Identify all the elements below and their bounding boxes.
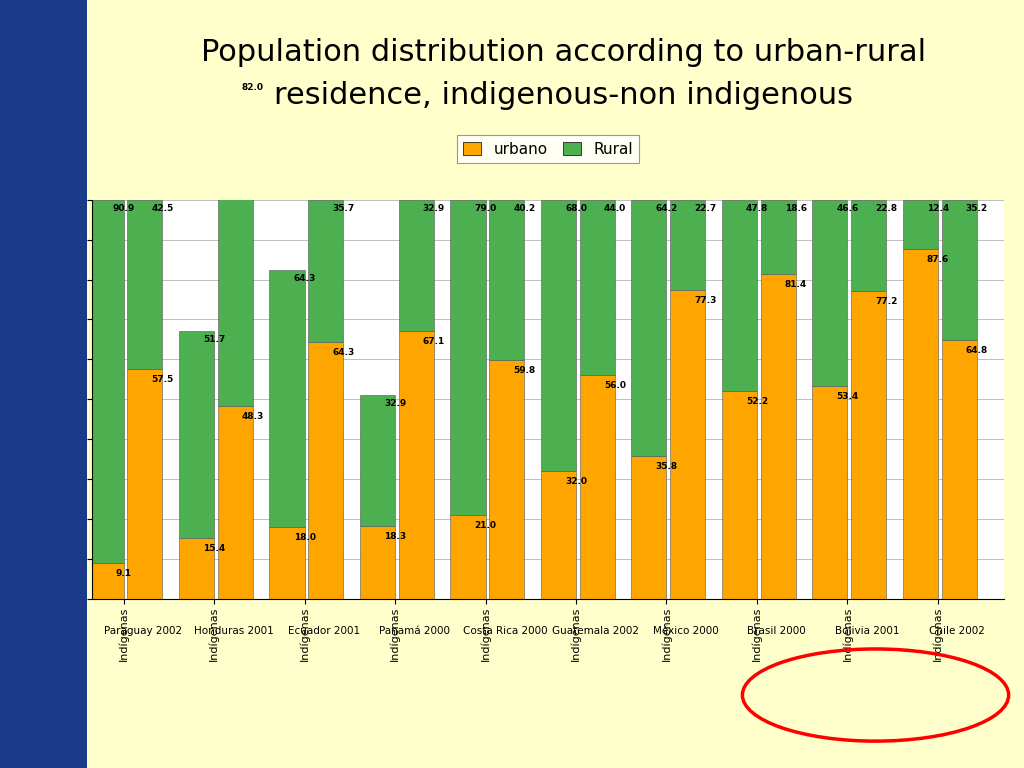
Bar <box>722 200 757 391</box>
Text: 56.0: 56.0 <box>604 382 626 390</box>
Text: 77.2: 77.2 <box>876 296 897 306</box>
Bar <box>398 200 434 331</box>
Bar <box>398 331 434 599</box>
Bar <box>359 395 395 526</box>
Bar <box>541 200 577 472</box>
Text: Honduras 2001: Honduras 2001 <box>194 626 273 636</box>
Text: 18.3: 18.3 <box>384 532 407 541</box>
Text: Chile 2002: Chile 2002 <box>930 626 985 636</box>
Bar <box>812 386 848 599</box>
Text: 64.2: 64.2 <box>655 204 678 213</box>
Text: 18.0: 18.0 <box>294 533 315 542</box>
Bar <box>942 340 977 599</box>
Bar <box>218 406 253 599</box>
Text: Bolivia 2001: Bolivia 2001 <box>835 626 899 636</box>
Text: 52.2: 52.2 <box>745 396 768 406</box>
Text: 9.1: 9.1 <box>116 568 131 578</box>
Text: 21.0: 21.0 <box>474 521 497 530</box>
Bar <box>179 538 214 599</box>
Text: 67.1: 67.1 <box>423 337 445 346</box>
Bar <box>632 456 667 599</box>
Bar <box>903 200 938 249</box>
Bar <box>269 270 304 527</box>
Text: 40.2: 40.2 <box>513 204 536 213</box>
Bar <box>942 200 977 340</box>
Bar <box>179 331 214 538</box>
Bar <box>670 290 706 599</box>
Text: 77.3: 77.3 <box>694 296 717 306</box>
Text: Paraguay 2002: Paraguay 2002 <box>103 626 182 636</box>
Text: 82.0: 82.0 <box>242 83 264 91</box>
Bar <box>580 200 614 376</box>
Text: 64.3: 64.3 <box>294 274 315 283</box>
Bar <box>127 369 163 599</box>
Text: 90.9: 90.9 <box>113 204 135 213</box>
Text: 51.7: 51.7 <box>203 335 225 344</box>
Text: 35.8: 35.8 <box>655 462 678 471</box>
Bar <box>308 200 343 343</box>
Text: 35.2: 35.2 <box>966 204 988 213</box>
Bar <box>359 526 395 599</box>
Text: 64.3: 64.3 <box>332 348 354 357</box>
Text: México 2000: México 2000 <box>653 626 719 636</box>
Bar <box>88 563 124 599</box>
Bar <box>851 291 886 599</box>
Text: residence, indigenous-non indigenous: residence, indigenous-non indigenous <box>273 81 853 110</box>
Text: 59.8: 59.8 <box>513 366 536 376</box>
Bar <box>722 391 757 599</box>
Bar <box>127 200 163 369</box>
Text: 12.4: 12.4 <box>927 204 949 213</box>
Bar <box>632 200 667 456</box>
Text: 18.6: 18.6 <box>784 204 807 213</box>
Text: 47.8: 47.8 <box>745 204 768 213</box>
Bar <box>761 274 796 599</box>
Legend: urbano, Rural: urbano, Rural <box>457 135 639 163</box>
Bar <box>451 200 485 515</box>
Text: 87.6: 87.6 <box>927 255 949 264</box>
Text: 48.3: 48.3 <box>242 412 264 421</box>
Text: 68.0: 68.0 <box>565 204 587 213</box>
Bar <box>670 200 706 290</box>
Bar <box>88 200 124 563</box>
Bar <box>269 527 304 599</box>
Bar <box>489 200 524 360</box>
Text: 46.6: 46.6 <box>837 204 858 213</box>
Text: 15.4: 15.4 <box>203 544 225 552</box>
Bar <box>851 200 886 291</box>
Bar <box>903 249 938 599</box>
Text: 64.8: 64.8 <box>966 346 988 356</box>
Bar <box>451 515 485 599</box>
Text: 32.9: 32.9 <box>423 204 445 213</box>
Text: Costa Rica 2000: Costa Rica 2000 <box>463 626 547 636</box>
Text: Ecuador 2001: Ecuador 2001 <box>288 626 360 636</box>
Text: 44.0: 44.0 <box>604 204 626 213</box>
Bar <box>308 343 343 599</box>
Text: 79.0: 79.0 <box>474 204 497 213</box>
Bar <box>812 200 848 386</box>
Text: 81.4: 81.4 <box>784 280 807 289</box>
Text: Population distribution according to urban-rural: Population distribution according to urb… <box>201 38 926 68</box>
Text: 22.8: 22.8 <box>876 204 897 213</box>
Text: Panamá 2000: Panamá 2000 <box>379 626 450 636</box>
Bar <box>541 472 577 599</box>
Text: 32.0: 32.0 <box>565 477 587 486</box>
Text: 53.4: 53.4 <box>837 392 858 401</box>
Bar <box>580 376 614 599</box>
Text: Guatemala 2002: Guatemala 2002 <box>552 626 639 636</box>
Text: 35.7: 35.7 <box>332 204 354 213</box>
Text: 32.9: 32.9 <box>384 399 407 408</box>
Text: 42.5: 42.5 <box>152 204 173 213</box>
Text: Brasil 2000: Brasil 2000 <box>746 626 806 636</box>
Bar <box>761 200 796 274</box>
Bar <box>218 78 253 406</box>
Text: 22.7: 22.7 <box>694 204 717 213</box>
Text: 57.5: 57.5 <box>152 376 173 385</box>
Bar <box>489 360 524 599</box>
